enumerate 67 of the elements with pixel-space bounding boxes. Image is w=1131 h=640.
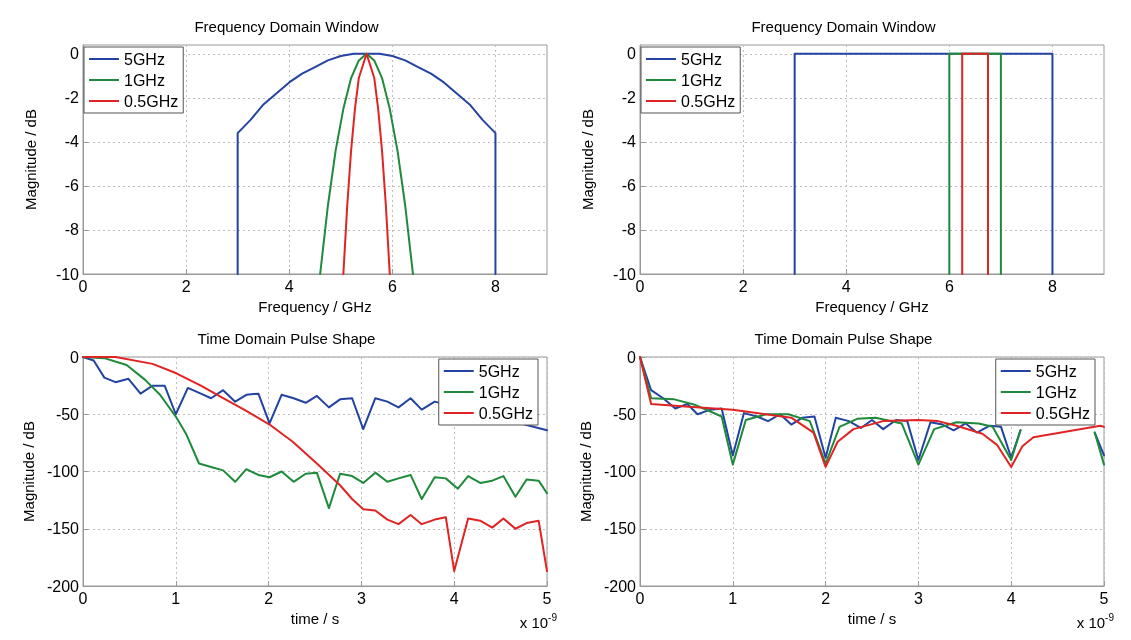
y-tick-label: -100 (46, 463, 80, 480)
legend-label: 5GHz (1035, 362, 1077, 380)
y-axis-title: Magnitude / dB (577, 421, 595, 522)
legend-label: 0.5GHz (681, 92, 736, 110)
line-series (319, 52, 414, 275)
legend-label: 0.5GHz (478, 404, 534, 422)
y-axis-title: Magnitude / dB (579, 109, 596, 210)
x-tick-label: 4 (1006, 589, 1016, 607)
y-tick-label: -4 (64, 133, 80, 151)
x-tick-label: 1 (171, 589, 181, 607)
y-tick-label: -150 (603, 520, 637, 538)
x-tick-label: 5 (542, 589, 552, 607)
y-tick-label: -100 (603, 463, 637, 480)
legend-label: 0.5GHz (1035, 404, 1091, 422)
x-tick-label: 1 (728, 589, 738, 607)
legend-label: 5GHz (124, 50, 165, 68)
y-tick-label: -8 (621, 221, 637, 239)
legend-label: 1GHz (478, 383, 520, 401)
legend-label: 5GHz (681, 50, 722, 68)
x-tick-label: 2 (264, 589, 274, 607)
y-tick-label: -6 (621, 177, 637, 195)
legend-label: 5GHz (478, 362, 520, 380)
x-tick-label: 2 (181, 277, 191, 295)
y-axis-title: Magnitude / dB (20, 421, 38, 522)
x-tick-label: 2 (821, 589, 831, 607)
chart-title: Frequency Domain Window (194, 18, 379, 35)
line-series (236, 52, 497, 275)
x-axis-title: time / s (847, 609, 897, 627)
x-axis-title: time / s (290, 609, 340, 627)
x-tick-label: 4 (841, 277, 851, 295)
y-tick-label: -150 (46, 520, 80, 538)
y-tick-label: -10 (612, 265, 637, 283)
x-axis-title: Frequency / GHz (815, 297, 929, 315)
y-tick-label: -2 (621, 89, 637, 107)
y-tick-label: 0 (70, 348, 80, 366)
line-series (342, 52, 391, 275)
y-tick-label: -4 (621, 133, 637, 151)
chart-title: Time Domain Pulse Shape (197, 330, 376, 347)
y-tick-label: 0 (627, 348, 637, 366)
legend-label: 1GHz (681, 71, 722, 89)
y-tick-label: 0 (70, 45, 80, 63)
y-tick-label: 0 (627, 45, 637, 63)
y-tick-label: -200 (603, 577, 637, 595)
y-tick-label: -50 (55, 405, 80, 423)
legend-label: 0.5GHz (124, 92, 179, 110)
y-tick-label: -50 (612, 405, 637, 423)
x-tick-label: 8 (490, 277, 500, 295)
x-tick-label: 3 (356, 589, 366, 607)
x-tick-label: 5 (1099, 589, 1109, 607)
y-tick-label: -200 (46, 577, 80, 595)
y-tick-label: -8 (64, 221, 80, 239)
x-tick-label: 6 (944, 277, 954, 295)
x-tick-label: 4 (449, 589, 459, 607)
y-tick-label: -10 (55, 265, 80, 283)
chart-title: Time Domain Pulse Shape (754, 330, 933, 347)
legend-label: 1GHz (124, 71, 165, 89)
x-tick-label: 8 (1047, 277, 1057, 295)
y-tick-label: -2 (64, 89, 80, 107)
x-axis-title: Frequency / GHz (258, 297, 372, 315)
legend-label: 1GHz (1035, 383, 1077, 401)
y-axis-title: Magnitude / dB (22, 109, 39, 210)
x-tick-label: 4 (284, 277, 294, 295)
chart-title: Frequency Domain Window (751, 18, 936, 35)
x-tick-label: 6 (387, 277, 397, 295)
y-tick-label: -6 (64, 177, 80, 195)
x-tick-label: 3 (913, 589, 923, 607)
x-tick-label: 2 (738, 277, 748, 295)
